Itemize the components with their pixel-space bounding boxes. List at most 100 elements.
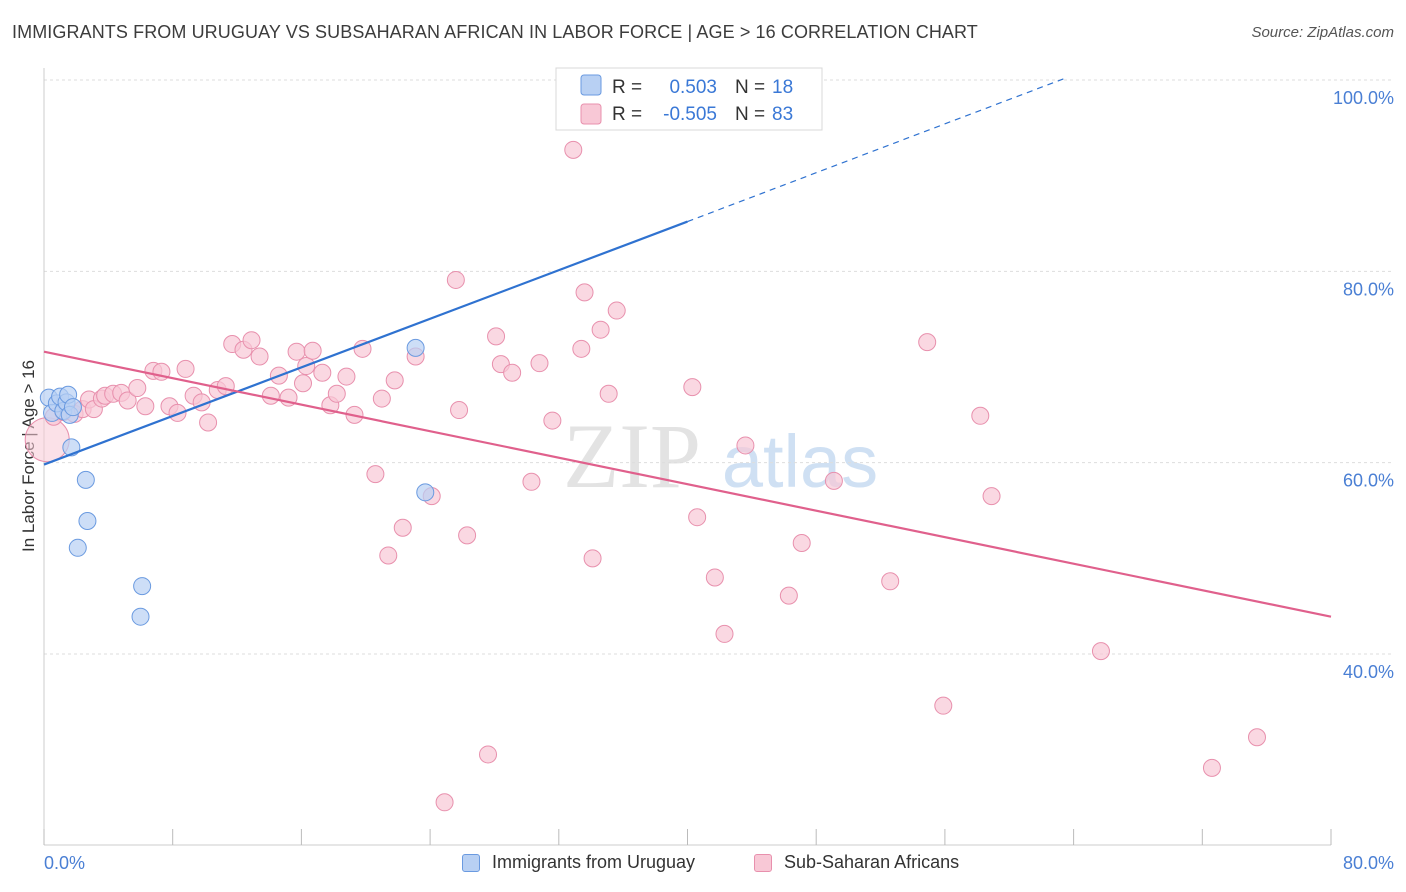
subsaharan-point-23 bbox=[216, 377, 235, 396]
subsaharan-point-69 bbox=[715, 624, 734, 643]
legend-swatch-uruguay-bottom bbox=[462, 853, 480, 872]
uruguay-trend-extension bbox=[687, 77, 1066, 223]
subsaharan-point-34 bbox=[303, 341, 322, 360]
subsaharan-point-71 bbox=[779, 586, 798, 605]
subsaharan-point-76 bbox=[934, 696, 953, 715]
chart-title: IMMIGRANTS FROM URUGUAY VS SUBSAHARAN AF… bbox=[12, 22, 978, 42]
y-tick-label-2: 60.0% bbox=[1343, 471, 1394, 491]
subsaharan-point-18 bbox=[176, 359, 195, 378]
subsaharan-point-43 bbox=[379, 546, 398, 565]
legend-swatch-subsaharan bbox=[580, 103, 602, 125]
subsaharan-point-59 bbox=[564, 140, 583, 159]
subsaharan-point-41 bbox=[366, 465, 385, 484]
y-tick-label-1: 80.0% bbox=[1343, 279, 1394, 299]
subsaharan-point-32 bbox=[294, 374, 313, 393]
x-tick-label-1: 80.0% bbox=[1343, 853, 1394, 873]
subsaharan-point-75 bbox=[918, 333, 937, 352]
subsaharan-point-57 bbox=[530, 354, 549, 373]
uruguay-point-14 bbox=[131, 607, 150, 626]
subsaharan-point-37 bbox=[327, 384, 346, 403]
subsaharan-point-12 bbox=[128, 379, 147, 398]
series-uruguay-points bbox=[39, 69, 623, 626]
subsaharan-point-26 bbox=[242, 331, 261, 350]
uruguay-point-11 bbox=[78, 512, 97, 531]
subsaharan-point-42 bbox=[372, 389, 391, 408]
watermark-zip: ZIP bbox=[563, 405, 701, 507]
subsaharan-point-68 bbox=[705, 568, 724, 587]
correlation-legend: R = 0.503 N = 18 R = -0.505 N = 83 bbox=[555, 67, 823, 131]
legend-swatch-subsaharan-bottom bbox=[754, 853, 772, 872]
subsaharan-point-0 bbox=[24, 417, 70, 463]
source-label: Source: ZipAtlas.com bbox=[1251, 24, 1394, 41]
subsaharan-point-13 bbox=[136, 397, 155, 416]
legend-r-label-1: R = bbox=[612, 77, 642, 98]
legend-r-value-1: 0.503 bbox=[669, 77, 717, 98]
subsaharan-point-64 bbox=[599, 384, 618, 403]
uruguay-trend-line bbox=[43, 220, 688, 466]
subsaharan-point-21 bbox=[199, 413, 218, 432]
subsaharan-point-40 bbox=[353, 339, 372, 358]
legend-r-label-2: R = bbox=[612, 104, 642, 125]
subsaharan-point-72 bbox=[792, 534, 811, 553]
subsaharan-point-31 bbox=[287, 342, 306, 361]
uruguay-point-13 bbox=[133, 577, 152, 596]
legend-r-value-2: -0.505 bbox=[663, 104, 717, 125]
legend-item-subsaharan: Sub-Saharan Africans bbox=[754, 852, 959, 873]
subsaharan-point-11 bbox=[118, 391, 137, 410]
subsaharan-point-61 bbox=[575, 283, 594, 302]
subsaharan-point-51 bbox=[458, 526, 477, 545]
subsaharan-point-53 bbox=[487, 327, 506, 346]
watermark-atlas: atlas bbox=[722, 420, 878, 503]
subsaharan-point-67 bbox=[688, 508, 707, 527]
subsaharan-point-63 bbox=[591, 320, 610, 339]
y-tick-label-3: 40.0% bbox=[1343, 662, 1394, 682]
subsaharan-point-65 bbox=[607, 301, 626, 320]
legend-label-uruguay: Immigrants from Uruguay bbox=[492, 852, 696, 872]
watermark: ZIP atlas bbox=[563, 405, 878, 507]
subsaharan-point-81 bbox=[1247, 728, 1266, 747]
subsaharan-point-27 bbox=[250, 347, 269, 366]
subsaharan-point-44 bbox=[385, 371, 404, 390]
y-axis-title: In Labor Force | Age > 16 bbox=[19, 360, 38, 552]
subsaharan-point-70 bbox=[736, 436, 755, 455]
subsaharan-point-58 bbox=[543, 411, 562, 430]
subsaharan-trend-line bbox=[43, 350, 1332, 618]
subsaharan-point-17 bbox=[168, 403, 187, 422]
subsaharan-point-62 bbox=[583, 549, 602, 568]
subsaharan-point-74 bbox=[881, 572, 900, 591]
gridlines bbox=[44, 79, 1394, 655]
subsaharan-point-38 bbox=[337, 367, 356, 386]
subsaharan-point-52 bbox=[479, 745, 498, 764]
subsaharan-point-73 bbox=[824, 471, 843, 490]
subsaharan-point-49 bbox=[446, 270, 465, 289]
legend-n-value-2: 83 bbox=[772, 104, 793, 125]
uruguay-point-12 bbox=[68, 538, 87, 557]
series-legend: Immigrants from Uruguay Sub-Saharan Afri… bbox=[0, 852, 1406, 878]
x-tick-label-0: 0.0% bbox=[44, 853, 85, 873]
subsaharan-point-28 bbox=[261, 386, 280, 405]
uruguay-point-15 bbox=[406, 338, 425, 357]
subsaharan-point-79 bbox=[1091, 642, 1110, 661]
subsaharan-point-35 bbox=[313, 363, 332, 382]
x-axis-tick-labels: 0.0% 80.0% bbox=[44, 853, 1394, 873]
y-tick-label-0: 100.0% bbox=[1333, 88, 1394, 108]
legend-label-subsaharan: Sub-Saharan Africans bbox=[784, 852, 960, 872]
subsaharan-point-66 bbox=[683, 378, 702, 397]
subsaharan-point-50 bbox=[450, 401, 469, 420]
legend-item-uruguay: Immigrants from Uruguay bbox=[462, 852, 695, 873]
subsaharan-point-45 bbox=[393, 518, 412, 537]
legend-n-label-1: N = bbox=[735, 77, 765, 98]
uruguay-point-8 bbox=[63, 398, 82, 417]
subsaharan-point-56 bbox=[522, 472, 541, 491]
subsaharan-point-77 bbox=[971, 406, 990, 425]
legend-n-label-2: N = bbox=[735, 104, 765, 125]
subsaharan-point-80 bbox=[1202, 758, 1221, 777]
legend-swatch-uruguay bbox=[580, 74, 602, 96]
subsaharan-point-48 bbox=[435, 793, 454, 812]
x-axis-ticks bbox=[43, 829, 1332, 845]
subsaharan-point-55 bbox=[503, 363, 522, 382]
subsaharan-point-60 bbox=[572, 339, 591, 358]
subsaharan-point-78 bbox=[982, 487, 1001, 506]
trend-lines bbox=[43, 77, 1332, 618]
